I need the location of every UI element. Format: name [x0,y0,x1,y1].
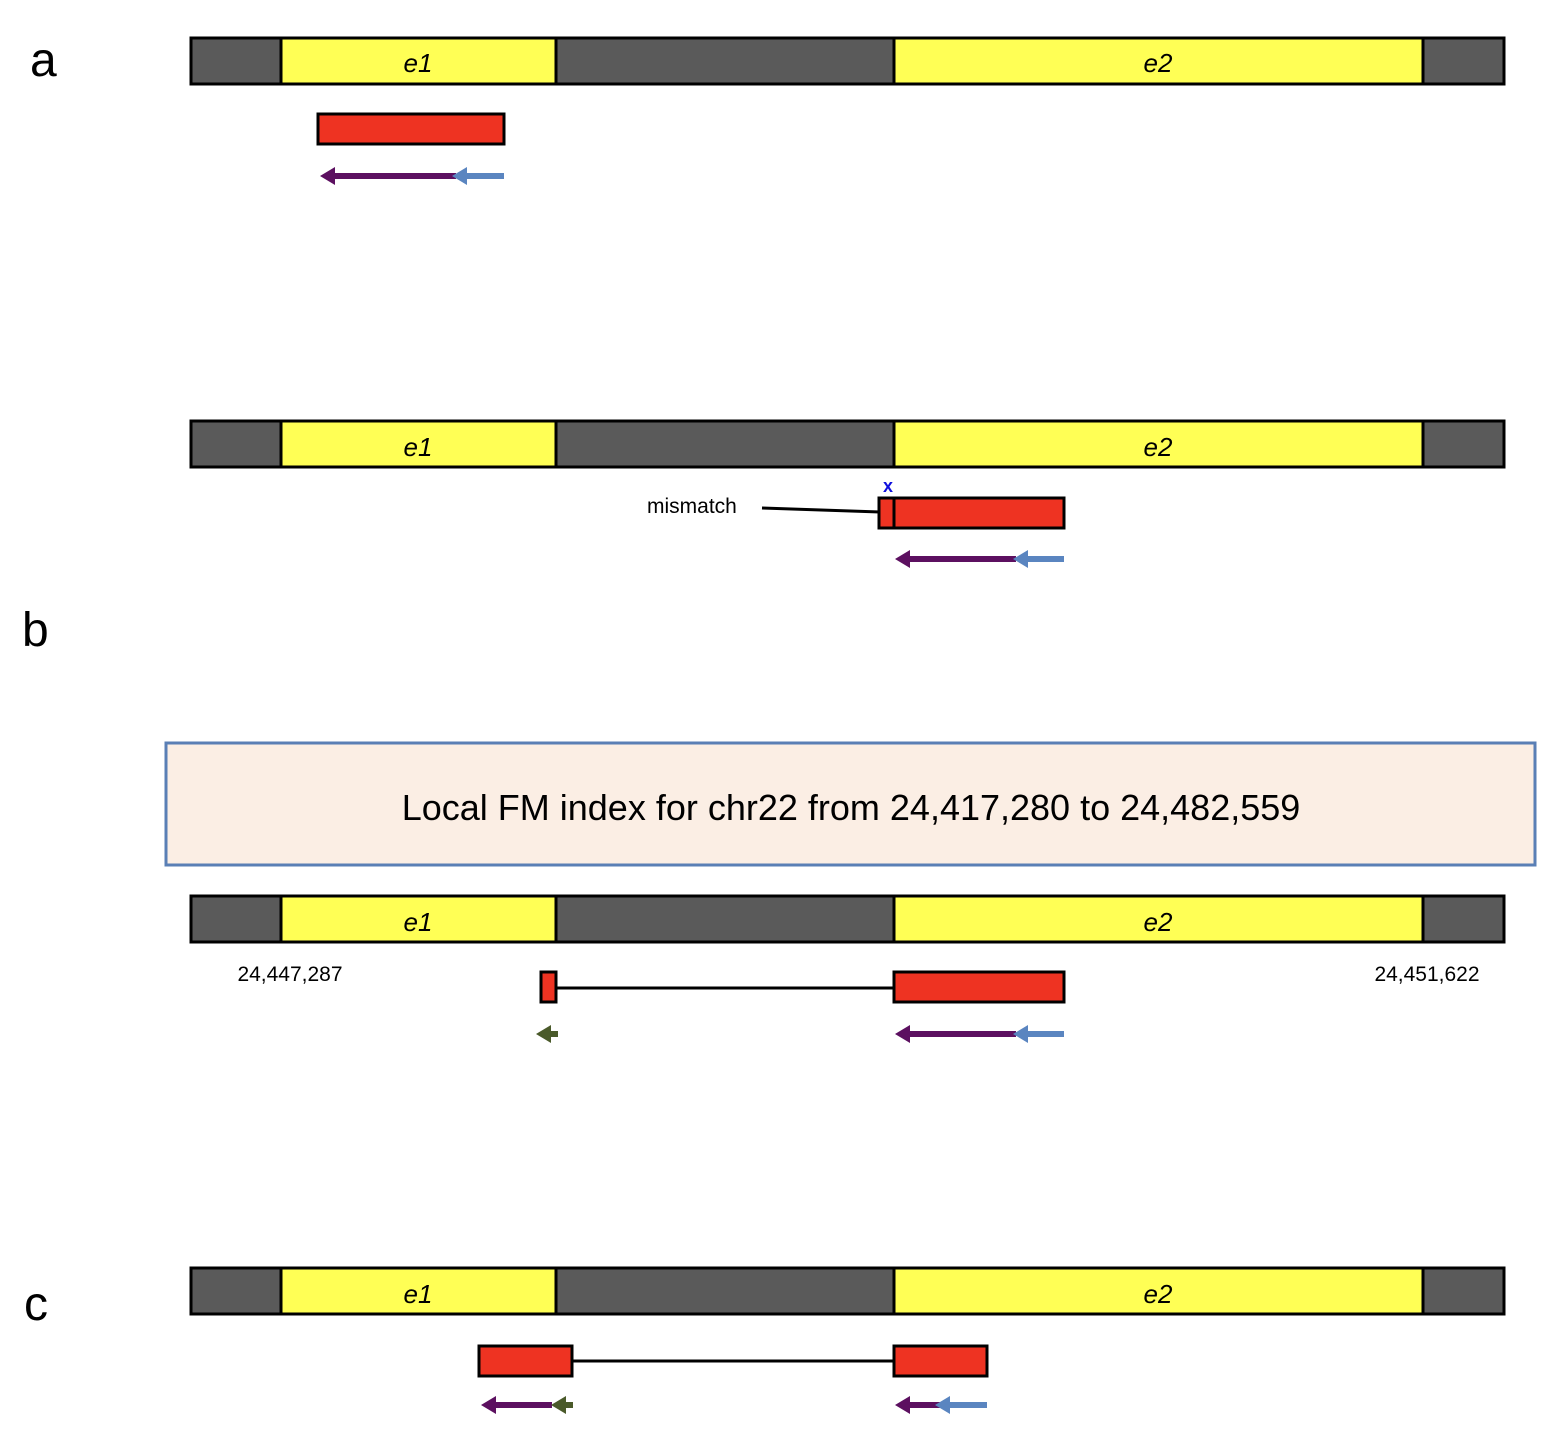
read-block [316,112,506,146]
seed-arrow-blue-head [1013,1025,1028,1043]
exon-e2-label: e2 [1144,432,1173,462]
read-alignment-3 [536,970,1066,1043]
exon-e1-label: e1 [404,907,433,937]
read-block-right [892,1344,989,1378]
read-block [892,970,1066,1004]
mismatch-pointer [761,506,881,514]
read-arrow-purple-head [481,1396,496,1414]
read-alignment-2: x mismatch [647,476,1066,568]
read-block-mismatch-base [877,496,896,530]
exon-e2 [892,36,1425,86]
index-box [164,741,1537,867]
mismatch-mark: x [883,476,893,496]
seed-arrow-green-head [536,1025,551,1043]
read-block-left [477,1344,574,1378]
exon-e2 [892,419,1425,469]
exon-e2 [892,1266,1425,1316]
panel-label-a: a [30,34,57,87]
exon-e2-label: e2 [1144,907,1173,937]
read-arrow-purple-head [895,1396,910,1414]
coordinate-right: 24,451,622 [1374,963,1479,986]
read-arrow-purple-head [320,167,335,185]
exon-e1-label: e1 [404,432,433,462]
read-arrow-purple-head [895,550,910,568]
local-fm-index-box: Local FM index for chr22 from 24,417,280… [164,741,1537,867]
panel-label-c: c [24,1278,48,1331]
seed-arrow-blue-head [452,167,467,185]
seed-arrow-green-head [551,1396,566,1414]
seed-arrow-blue-head [935,1396,950,1414]
read-alignment-1 [316,112,506,185]
coordinate-left: 24,447,287 [237,963,342,986]
gene-track-1: e1 e2 [189,36,1506,86]
seed-arrow-blue-head [1013,550,1028,568]
exon-e1 [279,419,558,469]
exon-e2 [892,894,1425,944]
index-box-text: Local FM index for chr22 from 24,417,280… [402,787,1301,828]
exon-e2-label: e2 [1144,1279,1173,1309]
panel-label-b: b [22,604,49,657]
exon-e1 [279,1266,558,1316]
exon-e2-label: e2 [1144,48,1173,78]
exon-e1 [279,894,558,944]
gene-track-3: e1 e2 [189,894,1506,944]
read-alignment-4 [477,1344,989,1414]
exon-e1-label: e1 [404,48,433,78]
mismatch-label: mismatch [647,495,737,518]
read-block [892,496,1066,530]
gene-track-2: e1 e2 [189,419,1506,469]
exon-e1 [279,36,558,86]
exon-e1-label: e1 [404,1279,433,1309]
gene-track-4: e1 e2 [189,1266,1506,1316]
read-arrow-purple-head [895,1025,910,1043]
read-block-small [539,970,558,1004]
